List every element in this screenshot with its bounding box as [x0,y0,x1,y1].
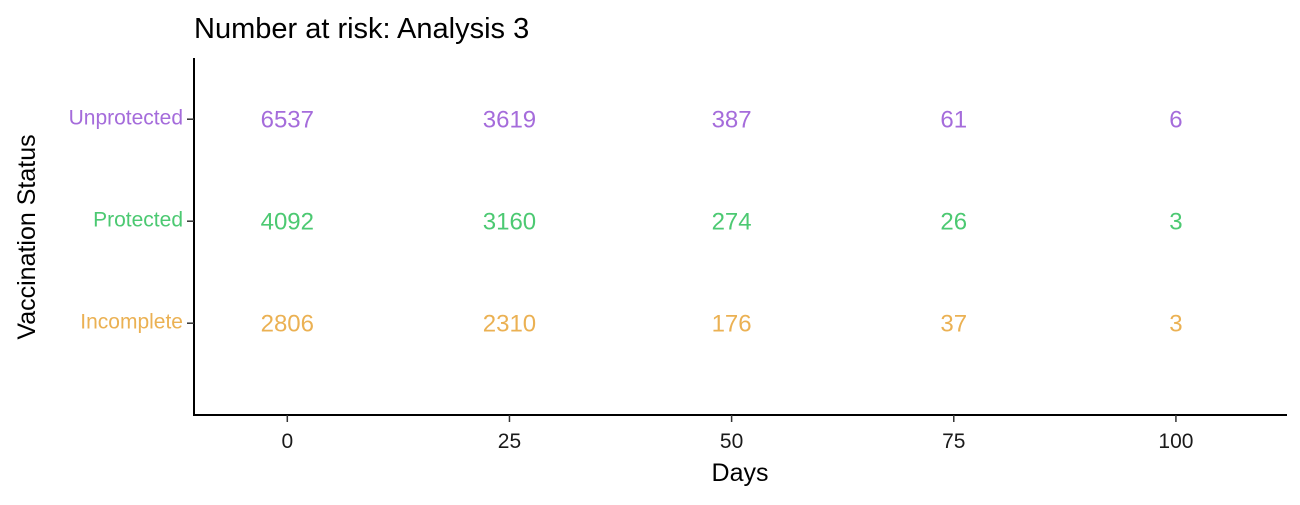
risk-count-unprotected: 61 [940,107,967,134]
x-axis-title: Days [712,459,769,487]
risk-count-protected: 3 [1169,209,1182,236]
risk-count-incomplete: 176 [712,311,752,338]
risk-count-incomplete: 2310 [483,311,536,338]
y-axis-ticks: Unprotected Protected Incomplete [69,107,194,334]
chart-title: Number at risk: Analysis 3 [194,13,529,45]
x-tick-label: 75 [942,430,965,453]
row-label-unprotected: Unprotected [69,107,183,130]
risk-count-protected: 4092 [261,209,314,236]
x-tick-label: 25 [498,430,521,453]
row-label-protected: Protected [93,209,183,232]
risk-count-protected: 274 [712,209,752,236]
risk-count-incomplete: 37 [940,311,967,338]
risk-count-unprotected: 387 [712,107,752,134]
row-label-incomplete: Incomplete [80,311,183,334]
y-axis-title: Vaccination Status [13,134,41,339]
x-tick-label: 100 [1158,430,1193,453]
risk-count-unprotected: 3619 [483,107,536,134]
risk-table-cells: 6537 3619 387 61 6 4092 3160 274 26 3 2806 2310 176 3… [261,107,1183,338]
risk-count-protected: 3160 [483,209,536,236]
risk-count-incomplete: 3 [1169,311,1182,338]
risk-count-incomplete: 2806 [261,311,314,338]
risk-count-protected: 26 [940,209,967,236]
x-tick-label: 0 [281,430,293,453]
risk-count-unprotected: 6537 [261,107,314,134]
risk-count-unprotected: 6 [1169,107,1182,134]
x-tick-label: 50 [720,430,743,453]
x-axis-ticks: 0 25 50 75 100 [281,415,1193,453]
